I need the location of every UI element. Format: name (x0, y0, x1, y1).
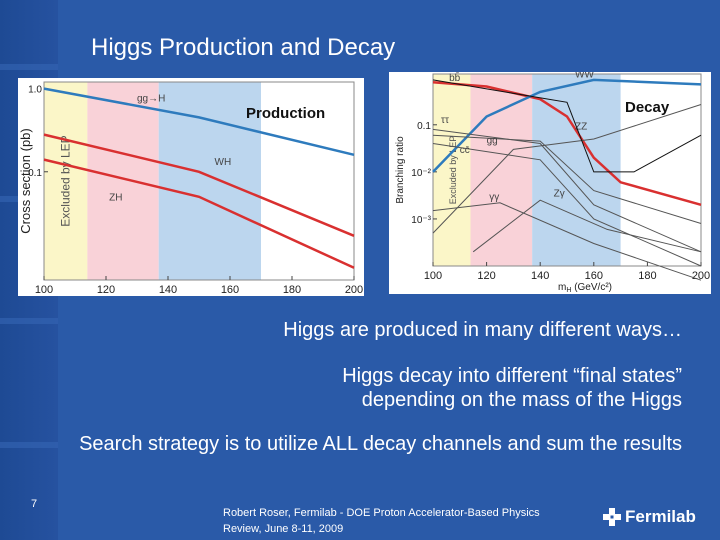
decay-chart-svg: Excluded by LEP Branching ratio 100 120 140 1… (395, 72, 710, 294)
y-tick-label: 0.1 (28, 168, 42, 179)
exclusion-band (87, 82, 159, 280)
excluded-by-lep-label: Excluded by LEP (448, 136, 458, 205)
series-line (432, 104, 702, 234)
y-axis-label: Branching ratio (395, 136, 406, 204)
x-tick-label: 120 (97, 284, 115, 296)
exclusion-band (470, 74, 533, 266)
y-tick-label: 10⁻² (411, 168, 431, 179)
series-label: bb̄ (449, 72, 461, 84)
bullet-search-strategy: Search strategy is to utilize ALL decay … (79, 433, 682, 455)
x-tick-label: 100 (35, 284, 53, 296)
x-tick-label: 200 (345, 284, 363, 296)
slide-title: Higgs Production and Decay (91, 34, 396, 61)
plot-frame (43, 81, 355, 281)
series-label: ZZ (575, 121, 587, 132)
series-label: γγ (489, 192, 499, 203)
decorative-band (0, 318, 58, 324)
x-tick-label: 100 (424, 270, 442, 282)
logo-text: Fermilab (625, 507, 696, 526)
series-label: WH (215, 157, 232, 168)
series-line (432, 128, 702, 253)
chart-title: Production (246, 105, 325, 122)
y-tick-label: 1.0 (28, 85, 42, 96)
x-tick-label: 140 (159, 284, 177, 296)
x-tick-label: 140 (531, 270, 549, 282)
chart-title: Decay (625, 99, 670, 116)
y-tick-label: 0.1 (417, 121, 431, 132)
series-label: Zγ (554, 188, 565, 199)
bullet-decay: Higgs decay into different “final states… (342, 365, 682, 411)
bullet-production: Higgs are produced in many different way… (283, 319, 682, 341)
series-label: cc̄ (460, 145, 470, 156)
x-tick-label: 180 (638, 270, 656, 282)
series-label: gg→H (137, 93, 165, 104)
fermilab-logo-icon (603, 508, 621, 526)
x-tick-label: 160 (585, 270, 603, 282)
series-label: gg (487, 136, 498, 147)
page-number: 7 (31, 498, 38, 510)
exclusion-band (158, 82, 261, 280)
series-line (432, 202, 702, 281)
series-label: ττ (441, 115, 449, 126)
x-tick-label: 180 (283, 284, 301, 296)
exclusion-band (44, 82, 88, 280)
production-chart-svg: Excluded by LEP Cross section (pb) 100 120 1… (18, 81, 363, 296)
y-axis-label: Cross section (pb) (18, 128, 33, 233)
y-tick-label: 10⁻³ (411, 215, 431, 226)
series-label: WW (575, 72, 594, 81)
decorative-band (0, 64, 58, 70)
series-line (43, 87, 355, 157)
production-chart: Excluded by LEP Cross section (pb) 100 120 1… (18, 78, 364, 296)
series-line (432, 81, 702, 207)
series-line (43, 158, 355, 269)
plot-frame (432, 73, 702, 267)
decorative-band (0, 442, 58, 448)
series-line (472, 199, 702, 253)
series-label: ZH (109, 193, 122, 204)
series-line (432, 134, 702, 224)
x-tick-label: 200 (692, 270, 710, 282)
series-line (432, 79, 702, 173)
x-axis-label: mH (GeV/c²) (558, 282, 612, 294)
series-line (432, 78, 702, 173)
x-tick-label: 160 (221, 284, 239, 296)
series-line (432, 143, 702, 267)
footer-citation: Robert Roser, Fermilab - DOE Proton Acce… (223, 507, 540, 535)
decay-chart: Excluded by LEP Branching ratio 100 120 140 1… (389, 72, 711, 294)
excluded-by-lep-label: Excluded by LEP (59, 135, 73, 226)
fermilab-logo: Fermilab (603, 507, 696, 527)
series-line (43, 133, 355, 237)
exclusion-band (433, 74, 471, 266)
x-tick-label: 120 (477, 270, 495, 282)
